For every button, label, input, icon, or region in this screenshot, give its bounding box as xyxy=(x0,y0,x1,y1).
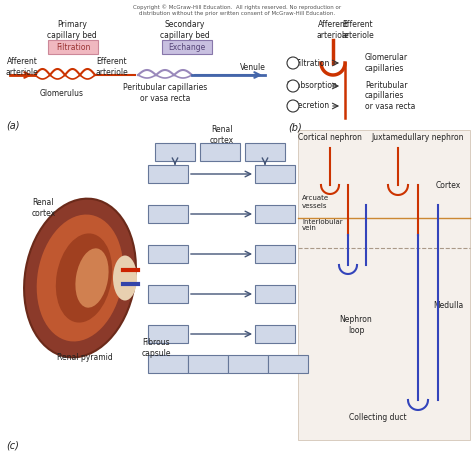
Text: Afferent
arteriole: Afferent arteriole xyxy=(6,57,38,76)
Text: Venule: Venule xyxy=(240,64,266,72)
Text: Reabsorption: Reabsorption xyxy=(287,82,337,91)
Text: 3: 3 xyxy=(290,102,296,110)
Text: Copyright © McGraw-Hill Education.  All rights reserved. No reproduction or
dist: Copyright © McGraw-Hill Education. All r… xyxy=(133,4,341,16)
Bar xyxy=(155,143,195,161)
Text: Efferent
arteriole: Efferent arteriole xyxy=(342,20,374,40)
Text: (b): (b) xyxy=(288,123,302,133)
Bar xyxy=(268,355,308,373)
Ellipse shape xyxy=(56,234,112,322)
Text: Arcuate
vessels: Arcuate vessels xyxy=(302,196,329,208)
Bar xyxy=(228,355,268,373)
Text: Efferent
arteriole: Efferent arteriole xyxy=(96,57,128,76)
Text: Collecting duct: Collecting duct xyxy=(349,414,407,422)
Bar xyxy=(148,165,188,183)
Bar xyxy=(148,285,188,303)
Text: Peritubular
capillaries
or vasa recta: Peritubular capillaries or vasa recta xyxy=(365,81,415,111)
Ellipse shape xyxy=(36,214,123,342)
Text: Interlobular
vein: Interlobular vein xyxy=(302,218,343,231)
Text: Juxtamedullary nephron: Juxtamedullary nephron xyxy=(372,133,464,142)
Bar xyxy=(148,245,188,263)
Text: (a): (a) xyxy=(6,120,19,130)
Bar xyxy=(162,40,212,54)
Text: Renal
cortex: Renal cortex xyxy=(210,125,234,145)
Bar xyxy=(255,165,295,183)
Text: Peritubular capillaries
or vasa recta: Peritubular capillaries or vasa recta xyxy=(123,83,207,103)
Bar xyxy=(148,355,188,373)
Text: Filtration: Filtration xyxy=(295,59,329,67)
Circle shape xyxy=(287,80,299,92)
Ellipse shape xyxy=(113,256,137,300)
Ellipse shape xyxy=(75,248,109,308)
Text: Medulla: Medulla xyxy=(433,300,463,310)
Text: Cortex: Cortex xyxy=(436,180,461,190)
Circle shape xyxy=(287,57,299,69)
Bar xyxy=(255,245,295,263)
Text: Glomerulus: Glomerulus xyxy=(40,88,84,98)
Text: Primary
capillary bed: Primary capillary bed xyxy=(47,20,97,40)
Circle shape xyxy=(287,100,299,112)
Text: 1: 1 xyxy=(291,59,296,67)
Text: 2: 2 xyxy=(291,82,296,91)
Text: Renal
cortex: Renal cortex xyxy=(32,198,56,218)
Text: Renal pyramid: Renal pyramid xyxy=(57,354,113,362)
Bar xyxy=(245,143,285,161)
Bar xyxy=(188,355,228,373)
Ellipse shape xyxy=(24,199,136,357)
Text: (c): (c) xyxy=(6,440,19,450)
Text: Exchange: Exchange xyxy=(168,43,206,51)
Text: Glomerular
capillaries: Glomerular capillaries xyxy=(365,53,408,73)
Text: Afferent
arteriole: Afferent arteriole xyxy=(317,20,349,40)
Text: Fibrous
capsule: Fibrous capsule xyxy=(142,338,172,358)
Text: Secondary
capillary bed: Secondary capillary bed xyxy=(160,20,210,40)
Text: Filtration: Filtration xyxy=(56,43,90,51)
Bar xyxy=(255,325,295,343)
Bar xyxy=(255,285,295,303)
Bar xyxy=(298,130,470,440)
Bar xyxy=(148,325,188,343)
Text: Secretion: Secretion xyxy=(294,102,330,110)
Bar xyxy=(148,205,188,223)
Text: Cortical nephron: Cortical nephron xyxy=(298,133,362,142)
Bar xyxy=(200,143,240,161)
Bar xyxy=(255,205,295,223)
Bar xyxy=(48,40,98,54)
Text: Nephron
loop: Nephron loop xyxy=(340,315,373,335)
Bar xyxy=(0,22,280,132)
